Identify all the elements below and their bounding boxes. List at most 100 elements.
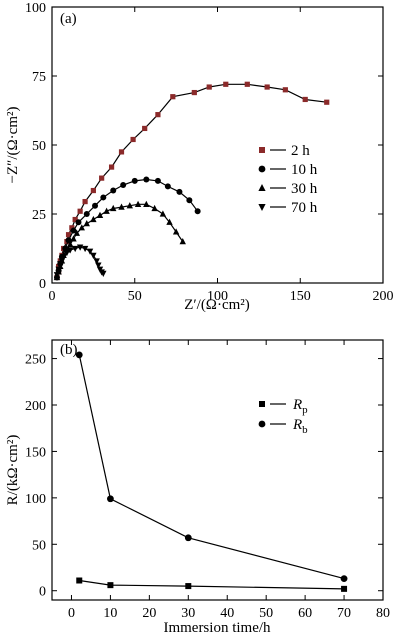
- data-point-30-h: [159, 210, 167, 217]
- data-point-2-h: [223, 81, 229, 87]
- panel-b-plot-frame: [51, 339, 384, 601]
- y-tick-label: 50: [32, 139, 46, 154]
- data-point-2-h: [82, 198, 88, 205]
- data-point-R_p: [185, 583, 192, 590]
- x-tick-label: 0: [68, 606, 75, 621]
- data-point-30-h: [96, 211, 104, 218]
- y-tick-label: 200: [25, 399, 46, 414]
- data-point-30-h: [179, 238, 186, 245]
- data-point-2-h: [142, 125, 148, 132]
- data-point-10-h: [100, 194, 107, 201]
- legend-label: 70 h: [291, 200, 318, 216]
- data-point-70-h: [100, 270, 107, 277]
- data-point-30-h: [67, 240, 74, 247]
- legend-label-subscript: b: [302, 424, 308, 436]
- data-point-10-h: [120, 182, 127, 189]
- panel-a-ticks: 0 50 100 150 200 0 25 50 75 100: [25, 1, 394, 304]
- data-point-2-h: [264, 84, 270, 90]
- data-point-2-h: [108, 164, 115, 170]
- data-point-10-h: [110, 187, 117, 194]
- series-line-R_b: [78, 354, 345, 580]
- x-tick-label: 20: [142, 606, 156, 621]
- legend-label-R_b: Rb: [292, 417, 308, 436]
- data-point-70-h: [60, 254, 67, 261]
- panel-a-y-axis-label: −Z″/(Ω·cm²): [5, 107, 21, 184]
- data-point-30-h: [172, 228, 180, 235]
- data-point-30-h: [78, 224, 85, 231]
- x-tick-label: 50: [128, 289, 142, 304]
- y-tick-label: 250: [25, 353, 46, 368]
- data-point-70-h: [76, 244, 84, 251]
- y-tick-label: 25: [32, 208, 46, 223]
- data-point-70-h: [63, 250, 71, 257]
- data-point-2-h: [72, 216, 78, 223]
- data-point-2-h: [244, 81, 250, 87]
- data-point-R_b: [184, 534, 192, 542]
- data-point-10-h: [131, 177, 138, 184]
- data-point-2-h: [65, 232, 72, 238]
- legend-label-main: R: [292, 397, 302, 413]
- x-tick-label: 100: [207, 289, 228, 304]
- x-tick-label: 30: [181, 606, 195, 621]
- data-point-30-h: [126, 202, 133, 209]
- legend-marker-70-h: [258, 204, 266, 211]
- x-tick-label: 10: [103, 606, 117, 621]
- data-point-2-h: [90, 187, 96, 194]
- panel-b-ticks: 0 10 20 30 40 50 60 70 80 0 50 100 150 200 250: [25, 340, 390, 621]
- x-tick-label: 150: [290, 289, 311, 304]
- legend-marker-R_p: [259, 401, 265, 407]
- legend-label: 2 h: [291, 143, 310, 159]
- data-point-30-h: [166, 218, 173, 225]
- data-point-2-h: [99, 175, 105, 181]
- legend-label-subscript: p: [302, 404, 308, 416]
- data-point-70-h: [86, 248, 94, 255]
- panel-b-series: [75, 351, 348, 592]
- data-point-2-h: [302, 96, 308, 103]
- data-point-10-h: [186, 197, 193, 204]
- data-point-30-h: [151, 204, 158, 212]
- x-tick-label: 50: [259, 606, 273, 621]
- data-point-10-h: [164, 183, 171, 190]
- data-point-10-h: [154, 177, 161, 184]
- panel-a-legend: 2 h 10 h 30 h 70 h: [258, 143, 318, 216]
- legend-label: 30 h: [291, 181, 318, 197]
- panel-a-x-axis-label: Z′/(Ω·cm²): [184, 297, 250, 313]
- panel-a-chart: 0 50 100 150 200 0 25 50 75 100 (a) Z′/(Ω·cm²) −Z…: [5, 1, 394, 313]
- y-tick-label: 100: [25, 1, 46, 16]
- legend-label: 10 h: [291, 162, 318, 178]
- y-tick-label: 0: [39, 585, 46, 600]
- data-point-70-h: [71, 245, 79, 253]
- series-line-10-h: [56, 178, 199, 278]
- series-line-2-h: [56, 83, 327, 278]
- data-point-30-h: [134, 200, 142, 207]
- data-point-30-h: [118, 203, 125, 210]
- data-point-R_b: [340, 575, 348, 583]
- data-point-10-h: [75, 219, 82, 226]
- data-point-10-h: [194, 208, 201, 215]
- panel-b-y-axis-label: R/(kΩ·cm²): [5, 435, 21, 506]
- data-point-70-h: [90, 252, 97, 259]
- x-tick-label: 200: [373, 289, 394, 304]
- data-point-70-h: [53, 272, 61, 279]
- data-point-2-h: [282, 87, 288, 93]
- data-point-2-h: [155, 112, 161, 118]
- data-point-70-h: [81, 245, 89, 253]
- panel-b-label: (b): [60, 342, 78, 358]
- data-point-R_p: [76, 577, 83, 584]
- data-point-R_b: [75, 351, 83, 359]
- data-point-2-h: [69, 225, 75, 231]
- data-point-70-h: [95, 262, 102, 269]
- y-tick-label: 0: [39, 277, 46, 292]
- data-point-R_b: [107, 495, 114, 503]
- y-tick-label: 50: [32, 538, 46, 553]
- data-point-30-h: [70, 235, 77, 242]
- panel-a-plot-frame: [51, 6, 384, 284]
- x-tick-label: 60: [298, 606, 312, 621]
- y-tick-label: 100: [25, 492, 46, 507]
- panel-b-chart: 0 10 20 30 40 50 60 70 80 0 50 100 150 200 250 (b) Imm…: [5, 339, 390, 636]
- data-point-30-h: [143, 200, 150, 207]
- y-tick-label: 75: [32, 70, 46, 85]
- data-point-2-h: [206, 84, 212, 90]
